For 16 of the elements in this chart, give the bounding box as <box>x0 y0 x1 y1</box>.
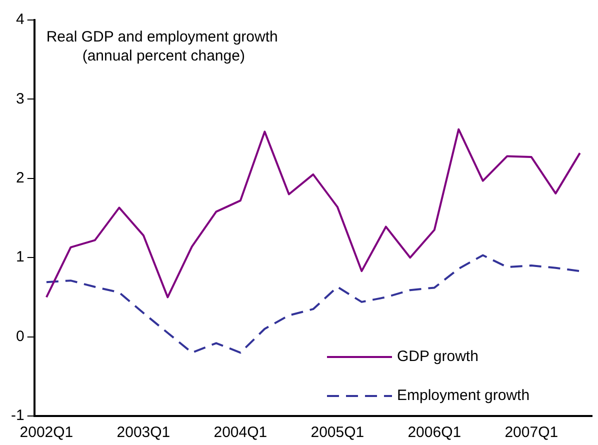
legend-label: Employment growth <box>397 387 530 404</box>
y-tick-label: 3 <box>16 90 24 108</box>
text: Real GDP and employment growth <box>46 28 278 46</box>
x-tick-label: 2007Q1 <box>504 424 558 442</box>
y-tick-label: -1 <box>10 407 24 424</box>
y-tick-label: 0 <box>16 328 24 345</box>
x-tick-label: 2006Q1 <box>408 424 462 442</box>
y-tick-label: 1 <box>16 248 24 266</box>
x-tick-label: 2003Q1 <box>116 424 170 442</box>
y-tick-label: 2 <box>16 170 24 187</box>
text: (annual percent change) <box>82 48 245 65</box>
x-tick-label: 2002Q1 <box>20 424 74 442</box>
y-tick-label: 4 <box>16 11 24 28</box>
legend-label: GDP growth <box>397 348 478 366</box>
x-tick-label: 2005Q1 <box>310 424 364 442</box>
x-tick-label: 2004Q1 <box>214 424 268 442</box>
